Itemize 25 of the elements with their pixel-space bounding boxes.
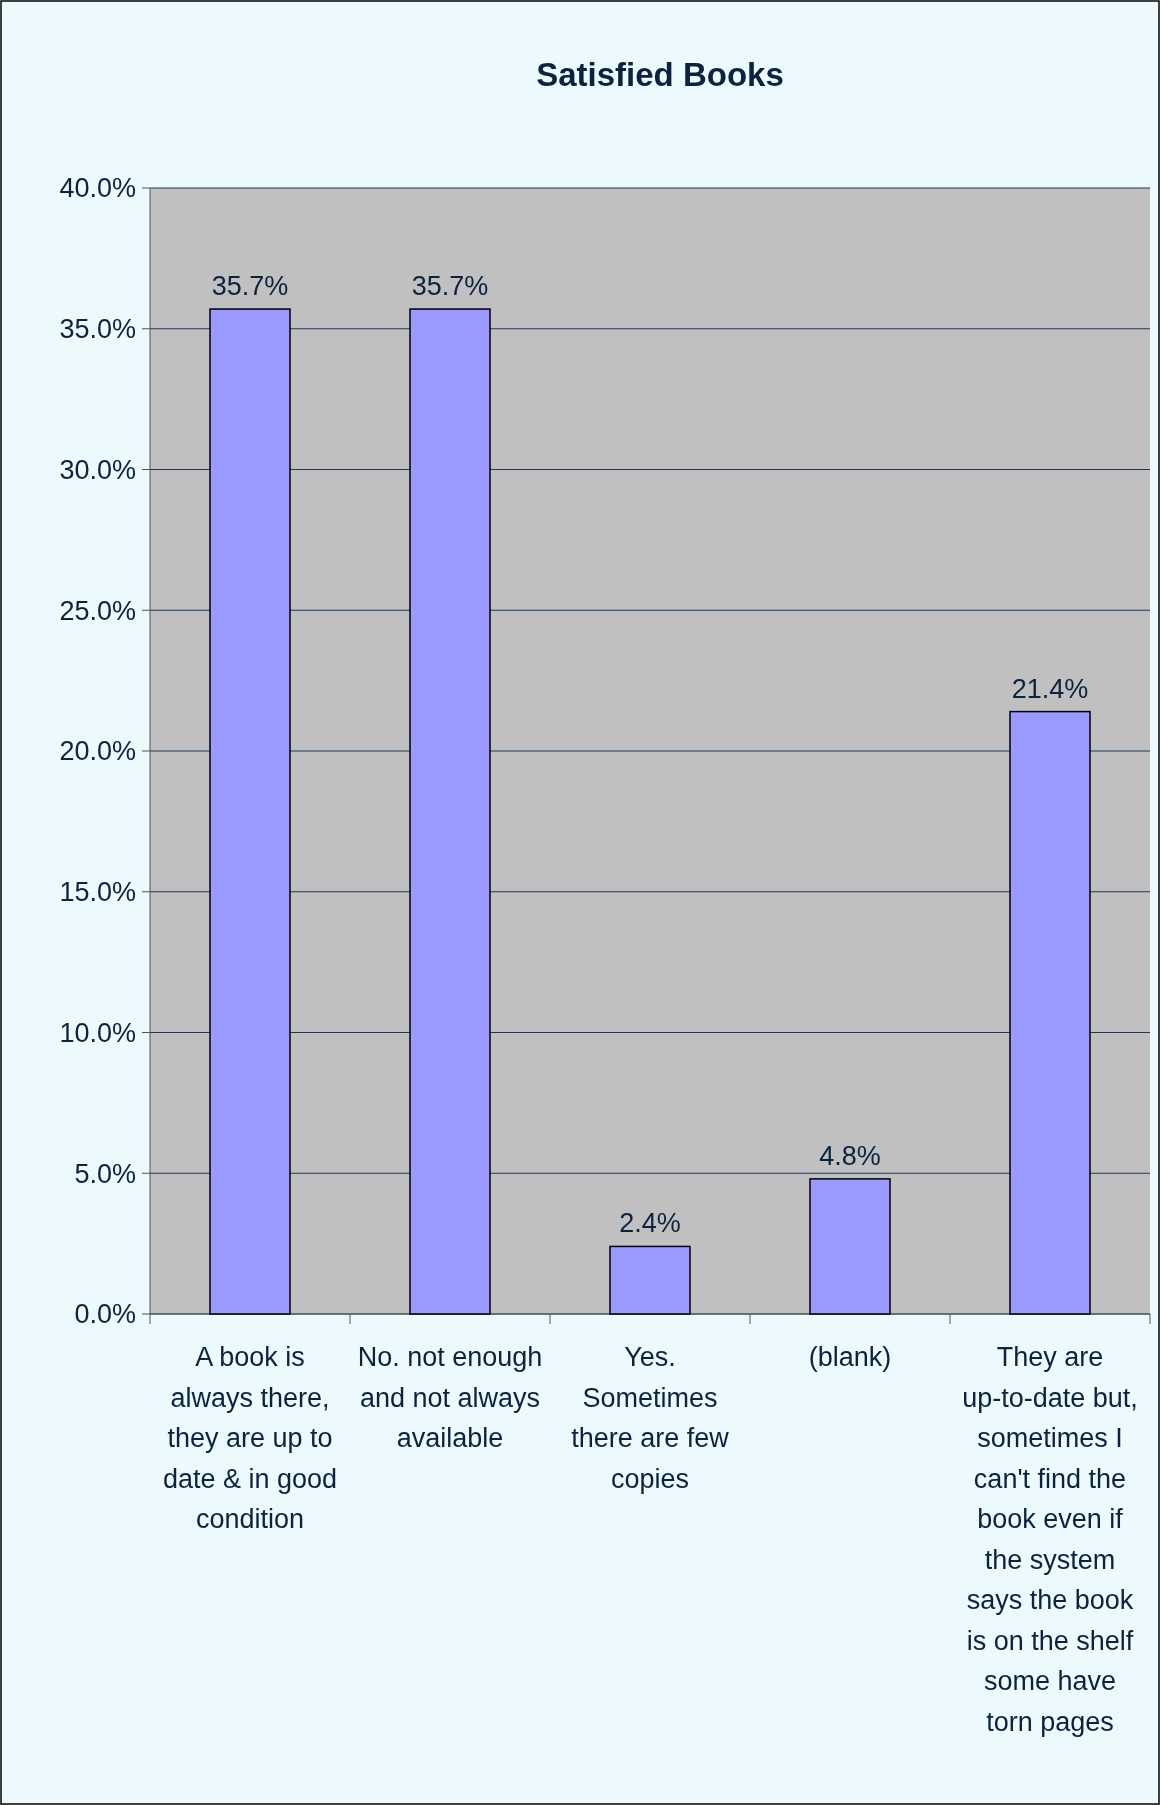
y-tick-label: 40.0% xyxy=(59,173,136,204)
y-tick-label: 10.0% xyxy=(59,1017,136,1048)
data-label: 35.7% xyxy=(211,271,289,302)
y-tick-label: 5.0% xyxy=(74,1158,136,1189)
bar xyxy=(209,308,291,1315)
y-tick-label: 30.0% xyxy=(59,454,136,485)
category-label: They are up-to-date but, sometimes I can't find the book even if the system says the book is on the shelf some have torn pages xyxy=(962,1342,1138,1737)
chart-title: Satisfied Books xyxy=(536,56,784,93)
bar xyxy=(1009,710,1091,1315)
data-label: 35.7% xyxy=(411,271,489,302)
data-label: 4.8% xyxy=(819,1140,881,1171)
y-tick-label: 15.0% xyxy=(59,877,136,908)
x-tick-label: A book is always there, they are up to date & in good condition xyxy=(162,1342,338,1534)
y-tick-label: 20.0% xyxy=(59,736,136,767)
data-label: 21.4% xyxy=(1011,673,1089,704)
bar xyxy=(609,1245,691,1315)
y-tick-label: 35.0% xyxy=(59,314,136,345)
bar xyxy=(409,308,491,1315)
x-tick-label: No. not enough and not always available xyxy=(357,1342,543,1453)
y-tick-label: 0.0% xyxy=(74,1299,136,1330)
x-tick-label: (blank) xyxy=(808,1342,892,1372)
y-tick-label: 25.0% xyxy=(59,595,136,626)
data-label: 2.4% xyxy=(619,1208,681,1239)
bar xyxy=(809,1178,891,1315)
x-tick-label: Yes. Sometimes there are few copies xyxy=(571,1342,730,1494)
